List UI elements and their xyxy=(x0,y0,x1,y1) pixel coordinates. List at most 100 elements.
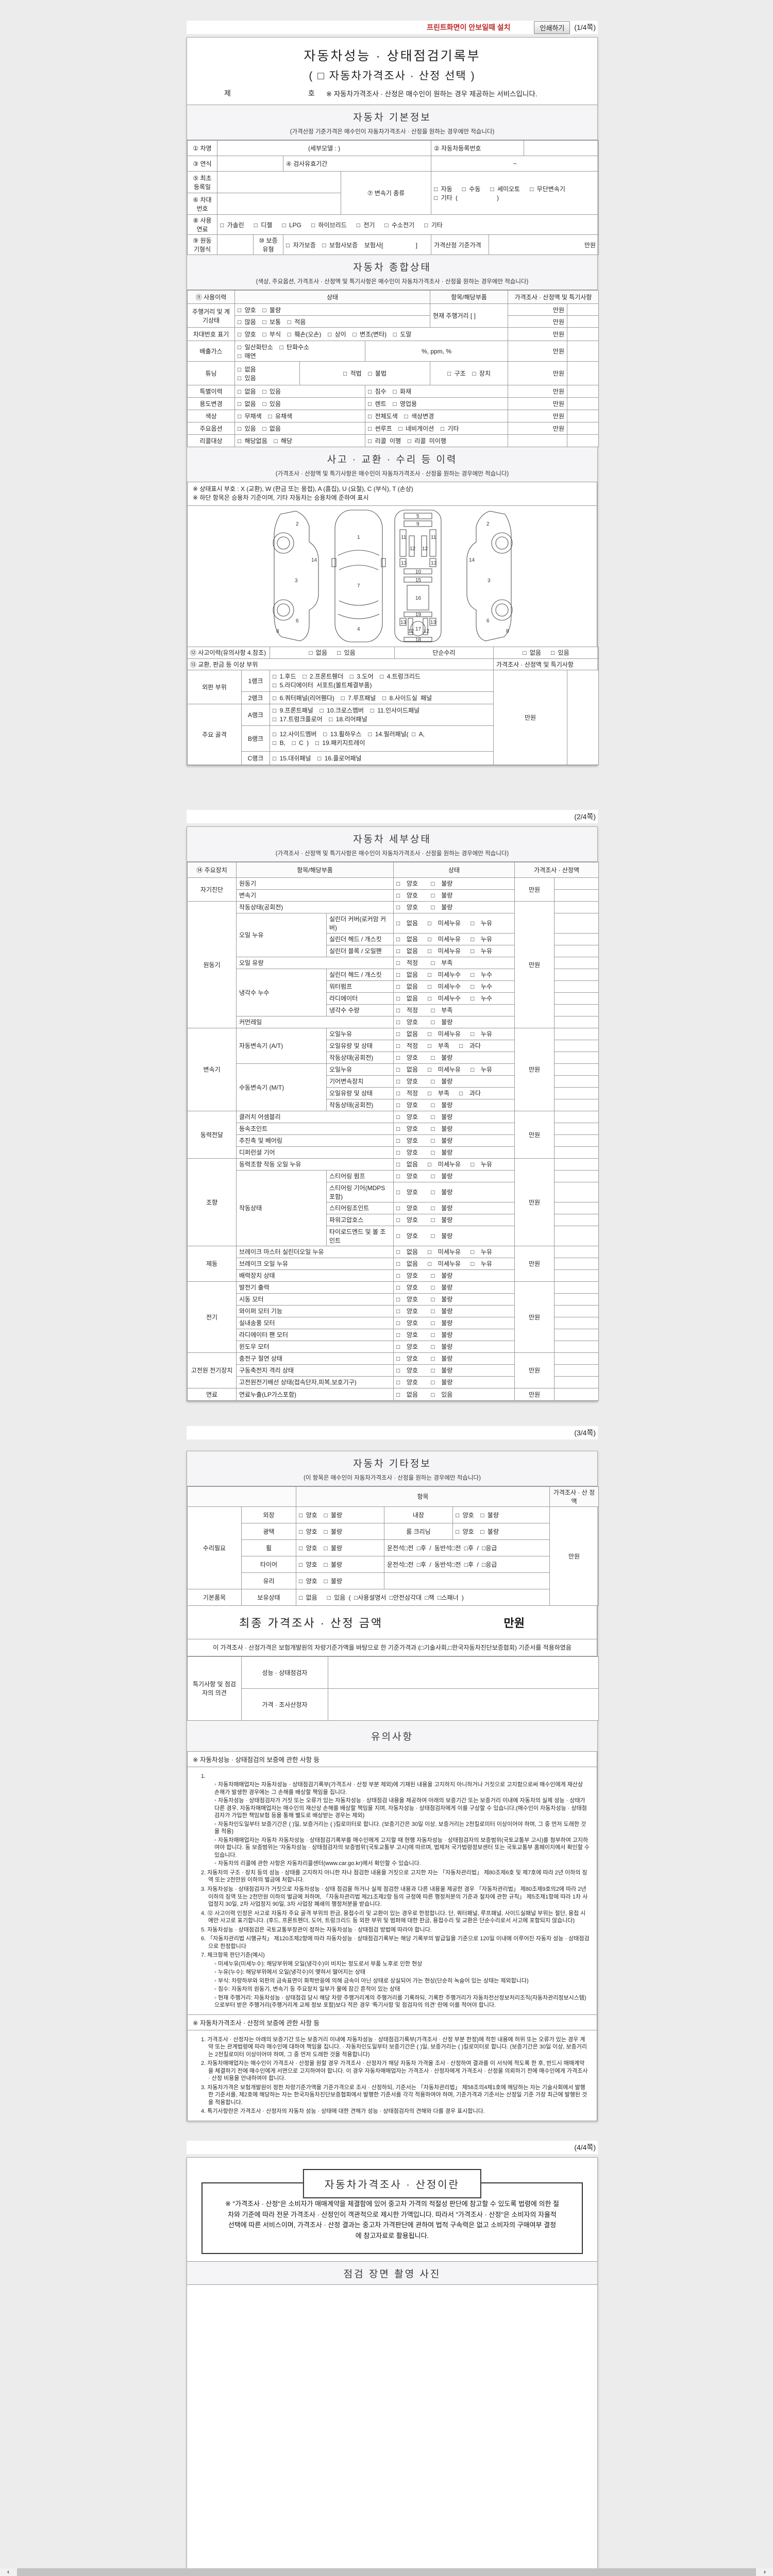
price-cell[interactable]: 만원 xyxy=(508,385,567,398)
state-options[interactable]: □ 양호 □ 불량 xyxy=(393,1015,515,1028)
amount-cell[interactable] xyxy=(554,1328,599,1341)
amount-cell[interactable] xyxy=(554,877,599,890)
price-cell[interactable]: 만원 xyxy=(514,1352,555,1388)
horizontal-scrollbar[interactable]: ‹ › xyxy=(0,2568,773,2576)
glass-options[interactable]: □ 양호 □ 불량 xyxy=(296,1572,384,1589)
amount-cell[interactable] xyxy=(554,1158,599,1171)
amount-cell[interactable] xyxy=(554,1146,599,1159)
state-options[interactable]: □ 양호 □ 불량 xyxy=(393,889,515,902)
state-options[interactable]: □ 없음 □ 미세누수 □ 누수 xyxy=(393,980,515,993)
note-cell[interactable] xyxy=(566,303,599,316)
amount-cell[interactable] xyxy=(554,1269,599,1282)
wheel-position-options[interactable]: 운전석□전 □후 / 동반석□전 □후 / □응급 xyxy=(384,1539,550,1556)
vin-mark-options[interactable]: □ 양호 □ 부식 □ 훼손(오손) □ 상이 □ 변조(변타) □ 도말 xyxy=(234,327,508,341)
note-cell[interactable] xyxy=(566,434,599,447)
amount-cell[interactable] xyxy=(554,1170,599,1182)
state-options[interactable]: □ 양호 □ 불량 xyxy=(393,1213,515,1226)
state-options[interactable]: □ 없음 □ 미세누유 □ 누유 xyxy=(393,1063,515,1076)
price-cell[interactable]: 만원 xyxy=(508,327,567,341)
state-options[interactable]: □ 없음 □ 미세누유 □ 누유 xyxy=(393,1027,515,1040)
price-cell[interactable]: 만원 xyxy=(514,1110,555,1159)
state-options[interactable]: □ 양호 □ 불량 xyxy=(393,1122,515,1135)
state-options[interactable]: □ 없음 □ 미세누수 □ 누수 xyxy=(393,992,515,1005)
note-cell[interactable] xyxy=(566,397,599,410)
tire-options[interactable]: □ 양호 □ 불량 xyxy=(296,1555,384,1573)
amount-cell[interactable] xyxy=(554,944,599,957)
fuel-options[interactable]: □ 가솔린 □ 디젤 □ LPG □ 하이브리드 □ 전기 □ 수소전기 □ 기… xyxy=(216,214,599,235)
amount-cell[interactable] xyxy=(554,889,599,902)
rankB-items[interactable]: □ 12.사이드멤버 □ 13.휠하우스 □ 14.필러패널( □ A, □ B… xyxy=(270,725,494,752)
main-option-items[interactable]: □ 썬루프 □ 네비게이션 □ 기타 xyxy=(365,422,508,435)
print-button[interactable]: 인쇄하기 xyxy=(534,21,570,34)
state-options[interactable]: □ 양호 □ 불량 xyxy=(393,1281,515,1294)
main-option-options[interactable]: □ 있음 □ 없음 xyxy=(234,422,365,435)
state-options[interactable]: □ 양호 □ 불량 xyxy=(393,1328,515,1341)
price-cell[interactable]: 만원 xyxy=(508,303,567,316)
color-items[interactable]: □ 전체도색 □ 색상변경 xyxy=(365,410,508,422)
car-diagram-svg[interactable]: 2 14 3 6 8 1 xyxy=(271,508,513,643)
room-cleaning-options[interactable]: □ 양호 □ 불량 xyxy=(452,1522,550,1540)
state-options[interactable]: □ 없음 □ 미세누유 □ 누유 xyxy=(393,944,515,957)
state-options[interactable]: □ 양호 □ 불량 xyxy=(393,1051,515,1064)
transmission-options[interactable]: □ 자동 □ 수동 □ 세미오토 □ 무단변속기 □ 기타 ( ) xyxy=(431,171,599,215)
amount-cell[interactable] xyxy=(554,901,599,913)
amount-cell[interactable] xyxy=(554,1352,599,1365)
final-price-unit[interactable]: 만원 xyxy=(503,1616,525,1630)
price-cell[interactable]: 만원 xyxy=(549,1506,599,1606)
state-options[interactable]: □ 양호 □ 불량 xyxy=(393,1134,515,1147)
state-options[interactable]: □ 없음 □ 미세누유 □ 누유 xyxy=(393,912,515,934)
scrollbar-thumb[interactable] xyxy=(17,2568,756,2576)
price-cell[interactable]: 만원 xyxy=(514,1281,555,1353)
state-options[interactable]: □ 양호 □ 불량 xyxy=(393,1146,515,1159)
recall-options[interactable]: □ 해당없음 □ 해당 xyxy=(234,434,365,447)
price-cell[interactable]: 만원 xyxy=(514,1158,555,1246)
note-cell[interactable] xyxy=(566,385,599,398)
amount-cell[interactable] xyxy=(554,1340,599,1353)
state-options[interactable]: □ 없음 □ 미세누유 □ 누유 xyxy=(393,933,515,945)
price-cell[interactable]: 만원 xyxy=(508,410,567,422)
state-options[interactable]: □ 양호 □ 불량 xyxy=(393,1269,515,1282)
amount-cell[interactable] xyxy=(554,1004,599,1016)
inspector-opinion-field[interactable] xyxy=(328,1656,599,1689)
tuning-kind-options[interactable]: □ 구조 □ 장치 xyxy=(430,361,508,385)
tuning-legal-options[interactable]: □ 적법 □ 불법 xyxy=(299,361,430,385)
scroll-left-icon[interactable]: ‹ xyxy=(0,2568,16,2576)
amount-cell[interactable] xyxy=(554,1304,599,1317)
state-options[interactable]: □ 양호 □ 불량 xyxy=(393,1316,515,1329)
price-cell[interactable]: 만원 xyxy=(514,1027,555,1111)
state-options[interactable]: □ 없음 □ 있음 xyxy=(393,1387,515,1401)
rank-price-cell[interactable]: 만원 xyxy=(493,669,568,765)
note-cell[interactable] xyxy=(566,341,599,362)
state-options[interactable]: □ 없음 □ 미세누유 □ 누유 xyxy=(393,1158,515,1171)
amount-cell[interactable] xyxy=(554,1213,599,1226)
amount-cell[interactable] xyxy=(554,1225,599,1246)
amount-cell[interactable] xyxy=(554,1281,599,1294)
state-options[interactable]: □ 양호 □ 불량 xyxy=(393,1376,515,1388)
amount-cell[interactable] xyxy=(554,1122,599,1135)
tuning-exist-options[interactable]: □ 없음 □ 있음 xyxy=(234,361,300,385)
car-name-field[interactable]: (세부모델 : ) xyxy=(216,140,432,156)
amount-cell[interactable] xyxy=(554,980,599,993)
engine-type-field[interactable] xyxy=(217,234,254,255)
note-cell[interactable] xyxy=(566,361,599,385)
amount-cell[interactable] xyxy=(554,1087,599,1099)
reg-no-field[interactable] xyxy=(524,140,599,156)
accident-history-options[interactable]: □ 없음 □ 있음 xyxy=(270,646,395,659)
price-cell[interactable]: 만원 xyxy=(514,1387,555,1401)
state-options[interactable]: □ 양호 □ 불량 xyxy=(393,1293,515,1306)
amount-cell[interactable] xyxy=(554,1245,599,1258)
mileage-amount-options[interactable]: □ 많음 □ 보통 □ 적음 xyxy=(234,315,430,328)
state-options[interactable]: □ 양호 □ 불량 xyxy=(393,1364,515,1377)
base-price-field[interactable]: 만원 xyxy=(489,234,599,255)
amount-cell[interactable] xyxy=(554,968,599,981)
price-cell[interactable]: 만원 xyxy=(508,341,567,362)
amount-cell[interactable] xyxy=(554,1257,599,1270)
install-notice[interactable]: 프린트화면이 안보일때 설치 xyxy=(427,23,511,31)
amount-cell[interactable] xyxy=(554,1027,599,1040)
amount-cell[interactable] xyxy=(554,1015,599,1028)
state-options[interactable]: □ 적정 □ 부족 □ 과다 xyxy=(393,1039,515,1052)
amount-cell[interactable] xyxy=(554,1075,599,1088)
price-cell[interactable]: 만원 xyxy=(508,422,567,435)
amount-cell[interactable] xyxy=(554,1201,599,1214)
amount-cell[interactable] xyxy=(554,1063,599,1076)
